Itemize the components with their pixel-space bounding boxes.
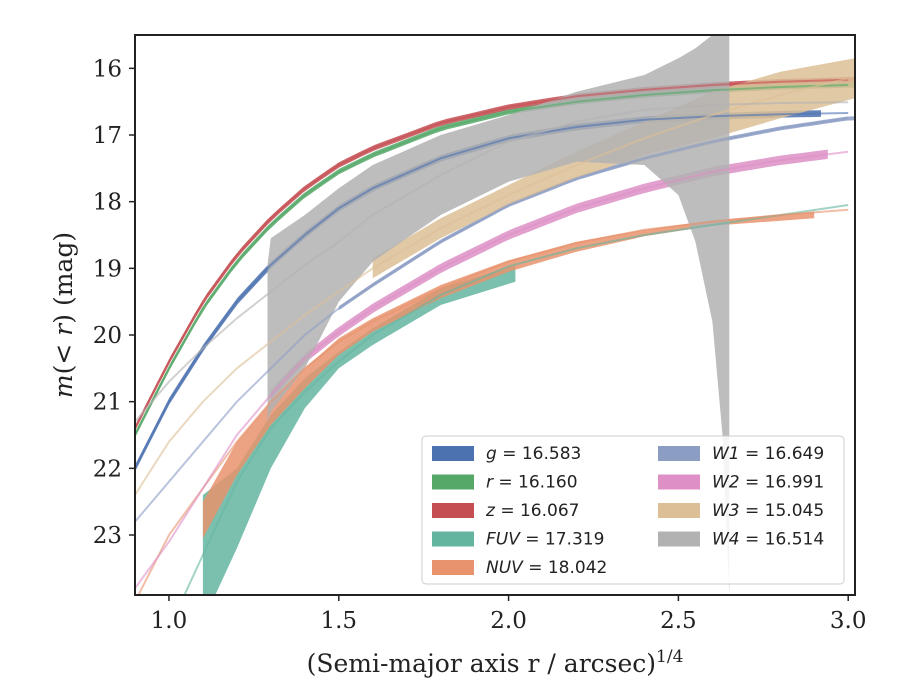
- legend-swatch-w3: [658, 503, 700, 518]
- y-tick-label: 18: [93, 190, 122, 216]
- legend-label-w1: W1 = 16.649: [712, 444, 824, 464]
- plot-frame: [134, 34, 856, 596]
- legend-frame: [421, 435, 845, 585]
- line-r: [135, 84, 849, 436]
- legend-swatch-g: [432, 446, 474, 461]
- legend-label-fuv: FUV = 17.319: [486, 530, 604, 550]
- y-axis-label: m(< r) (mag): [49, 232, 78, 398]
- line-w2: [135, 150, 849, 589]
- band-w3: [372, 58, 855, 279]
- legend-swatch-w1: [658, 446, 700, 461]
- legend-label-w4: W4 = 16.514: [712, 530, 824, 550]
- legend-label-g: g = 16.583: [486, 444, 581, 464]
- legend-swatch-z: [432, 503, 474, 518]
- legend-label-w2: W2 = 16.991: [712, 473, 824, 493]
- band-w4: [267, 35, 730, 595]
- legend-swatch-r: [432, 474, 474, 490]
- legend-swatch-w4: [658, 531, 700, 547]
- x-axis-label: (Semi-major axis r / arcsec)1/4: [307, 647, 684, 678]
- y-tick-label: 22: [93, 456, 122, 482]
- y-tick-label: 16: [93, 56, 122, 82]
- y-axis: 16 17 18 19 20 21 22 23: [93, 56, 135, 549]
- x-tick-label: 2.5: [660, 608, 697, 634]
- x-tick-label: 2.0: [490, 608, 527, 634]
- x-axis: 1.0 1.5 2.0 2.5 3.0: [151, 595, 867, 634]
- legend-label-z: z = 16.067: [485, 501, 579, 521]
- line-w4: [135, 101, 849, 423]
- y-tick-label: 17: [93, 123, 122, 149]
- y-tick-label: 21: [93, 390, 122, 416]
- profile-lines: [135, 77, 849, 595]
- y-tick-label: 23: [93, 523, 122, 549]
- x-tick-label: 1.0: [151, 608, 188, 634]
- x-tick-label: 1.5: [320, 608, 357, 634]
- legend-label-w3: W3 = 15.045: [712, 501, 824, 521]
- y-tick-label: 19: [93, 256, 122, 282]
- legend-swatch-fuv: [432, 531, 474, 547]
- y-tick-label: 20: [93, 323, 122, 349]
- legend-swatch-w2: [658, 474, 700, 490]
- line-w3: [135, 77, 849, 496]
- line-nuv: [137, 208, 849, 595]
- legend-swatch-nuv: [432, 560, 474, 575]
- uncertainty-bands: [135, 35, 855, 595]
- line-g: [135, 112, 849, 469]
- legend-label-r: r = 16.160: [486, 473, 578, 493]
- legend: g = 16.583 r = 16.160 z = 16.067 FUV = 17.3…: [421, 435, 845, 585]
- line-z: [135, 78, 849, 429]
- legend-label-nuv: NUV = 18.042: [486, 558, 607, 578]
- line-w1: [135, 117, 849, 523]
- x-tick-label: 3.0: [830, 608, 867, 634]
- line-fuv: [183, 204, 849, 595]
